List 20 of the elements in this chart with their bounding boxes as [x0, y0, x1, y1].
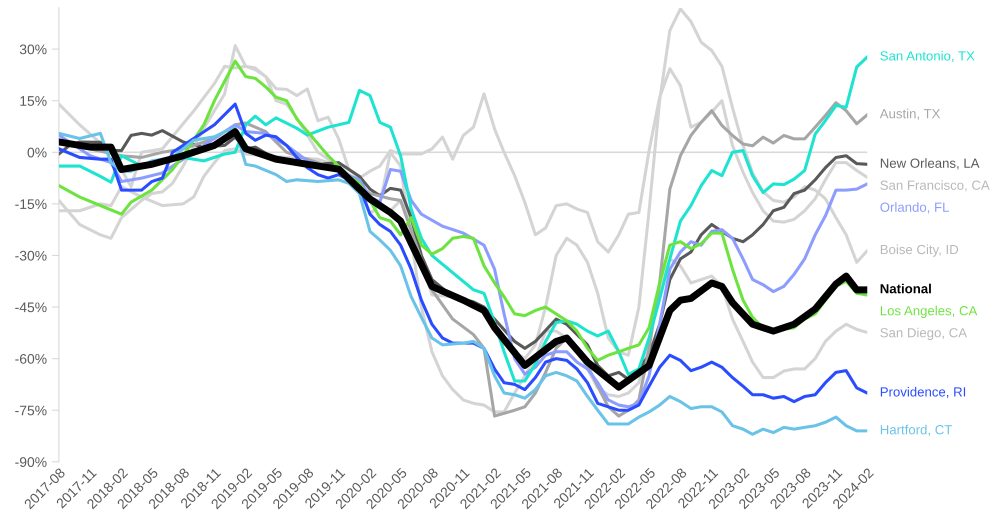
y-tick-label: 15% [20, 96, 47, 106]
y-tick-label: -90% [15, 457, 47, 467]
series-label: San Francisco, CA [880, 180, 990, 192]
y-tick-label: 0% [28, 148, 47, 158]
series-label: Hartford, CT [880, 424, 952, 436]
series-label: Austin, TX [880, 108, 940, 120]
series-label: National [880, 284, 931, 294]
series-label: San Antonio, TX [880, 50, 975, 62]
series-label: Los Angeles, CA [880, 306, 978, 318]
y-tick-label: -45% [15, 302, 47, 312]
y-tick-label: -15% [15, 199, 47, 210]
series-label: Orlando, FL [880, 202, 949, 214]
y-tick-label: -30% [15, 250, 47, 261]
series-label: Boise City, ID [880, 244, 958, 257]
series-label: San Diego, CA [880, 328, 968, 340]
y-tick-label: 30% [20, 44, 47, 54]
series-label: Providence, RI [880, 386, 966, 398]
y-tick-label: -75% [15, 406, 47, 416]
series-label: New Orleans, LA [880, 158, 980, 170]
y-tick-label: -60% [15, 354, 47, 364]
